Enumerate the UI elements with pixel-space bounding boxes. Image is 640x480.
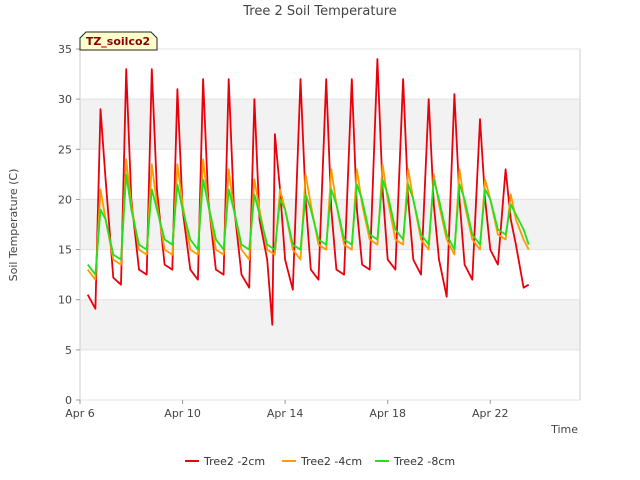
tag-box: TZ_soilco2 (79, 31, 158, 51)
legend-label: Tree2 -8cm (393, 455, 455, 468)
x-axis-label: Time (550, 423, 578, 436)
y-axis-ticks: 0 5 10 15 20 25 30 35 (58, 43, 80, 407)
y-tick-label: 30 (58, 93, 72, 106)
series-line-3 (86, 173, 530, 276)
grid-band (80, 299, 580, 350)
legend-label: Tree2 -4cm (300, 455, 362, 468)
tag-box-shape (79, 31, 158, 51)
legend-label: Tree2 -2cm (203, 455, 265, 468)
y-tick-label: 15 (58, 244, 72, 257)
x-tick-label: Apr 6 (65, 407, 95, 420)
x-tick-label: Apr 10 (164, 407, 201, 420)
y-tick-label: 35 (58, 43, 72, 56)
y-tick-label: 20 (58, 193, 72, 206)
grid-band (80, 99, 580, 150)
legend: Tree2 -2cm Tree2 -4cm Tree2 -8cm (185, 455, 455, 468)
chart-title: Tree 2 Soil Temperature (242, 4, 397, 19)
y-tick-label: 0 (65, 394, 72, 407)
x-tick-label: Apr 14 (267, 407, 304, 420)
tag-label: TZ_soilco2 (86, 35, 150, 48)
y-tick-label: 10 (58, 294, 72, 307)
y-tick-label: 25 (58, 143, 72, 156)
x-axis-ticks: Apr 6 Apr 10 Apr 14 Apr 18 Apr 22 (65, 400, 509, 420)
y-tick-label: 5 (65, 344, 72, 357)
x-tick-label: Apr 18 (369, 407, 406, 420)
y-axis-label: Soil Temperature (C) (7, 169, 20, 282)
x-tick-label: Apr 22 (472, 407, 509, 420)
series-lines (86, 58, 530, 326)
